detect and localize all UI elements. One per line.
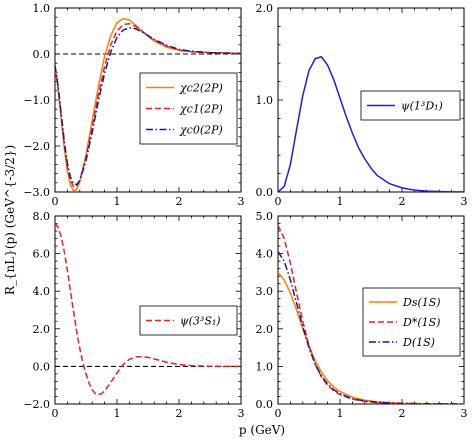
panel-d-mesons-1s: 0 1 2 3 0.0 1.0 2.0 3.0 4.0 5.0 Ds(1S) D*(1S) D(1S) [256,210,468,420]
y-tick-label: 4.0 [256,248,274,261]
legend-label: D(1S) [402,336,435,349]
x-tick-label: 3 [461,195,468,208]
plot-frame [54,215,242,405]
y-tick-label: 1.0 [256,94,274,107]
y-tick-label: 4.0 [33,285,51,298]
y-tick-label: 0.0 [256,398,274,411]
series-line [55,27,241,186]
x-tick-label: 1 [114,407,121,420]
x-tick-label: 0 [52,407,59,420]
x-tick-label: 1 [114,195,121,208]
legend-label: D*(1S) [402,316,440,329]
x-tick-label: 3 [238,407,245,420]
series-line [278,251,464,404]
y-tick-label: 2.0 [33,323,51,336]
x-tick-label: 2 [399,195,406,208]
series-line [278,56,464,192]
x-tick-label: 2 [399,407,406,420]
y-tick-label: 0.0 [33,360,51,373]
legend-label: ψ(3³S₁) [180,315,221,328]
legend-label: Ds(1S) [402,296,441,309]
y-tick-label: 2.0 [256,2,274,15]
panel-psi-1-3d1: 0 1 2 3 0.0 1.0 2.0 ψ(1³D₁) [256,2,468,208]
legend-label: χc1(2P) [179,103,223,116]
y-tick-label: −2.0 [23,140,50,153]
y-tick-label: −1.0 [23,94,50,107]
y-tick-label: −3.0 [23,186,50,199]
legend-label: χc2(2P) [179,82,223,95]
x-axis-label: p (GeV) [239,423,285,437]
legend-label: χc0(2P) [179,124,223,137]
y-tick-label: 0.0 [256,186,274,199]
y-tick-label: 1.0 [33,2,51,15]
y-tick-label: −2.0 [23,398,50,411]
y-tick-label: 2.0 [256,323,274,336]
legend-label: ψ(1³D₁) [401,100,443,113]
x-tick-label: 1 [337,195,344,208]
y-tick-label: 8.0 [33,210,51,223]
y-tick-label: 0.0 [33,48,51,61]
x-tick-label: 2 [176,195,183,208]
x-tick-label: 0 [275,407,282,420]
y-tick-label: 5.0 [256,210,274,223]
x-tick-label: 1 [337,407,344,420]
y-axis-label: R_{nL}(p) (GeV^{-3/2}) [3,145,17,295]
panel-psi-3-3s1: 0 1 2 3 −2.0 0.0 2.0 4.0 6.0 8.0 ψ(3³S₁) [23,210,244,420]
x-tick-label: 2 [176,407,183,420]
panel-chi-c-2p: 0 1 2 3 −3.0 −2.0 −1.0 0.0 1.0 χc2(2P) χc1(2P) χc0(… [23,2,244,208]
x-tick-label: 0 [52,195,59,208]
x-tick-label: 0 [275,195,282,208]
x-tick-label: 3 [238,195,245,208]
y-tick-label: 3.0 [256,285,274,298]
series-line [55,223,241,396]
plot-frame [277,215,465,405]
y-tick-label: 6.0 [33,248,51,261]
x-tick-label: 3 [461,407,468,420]
y-tick-label: 1.0 [256,360,274,373]
